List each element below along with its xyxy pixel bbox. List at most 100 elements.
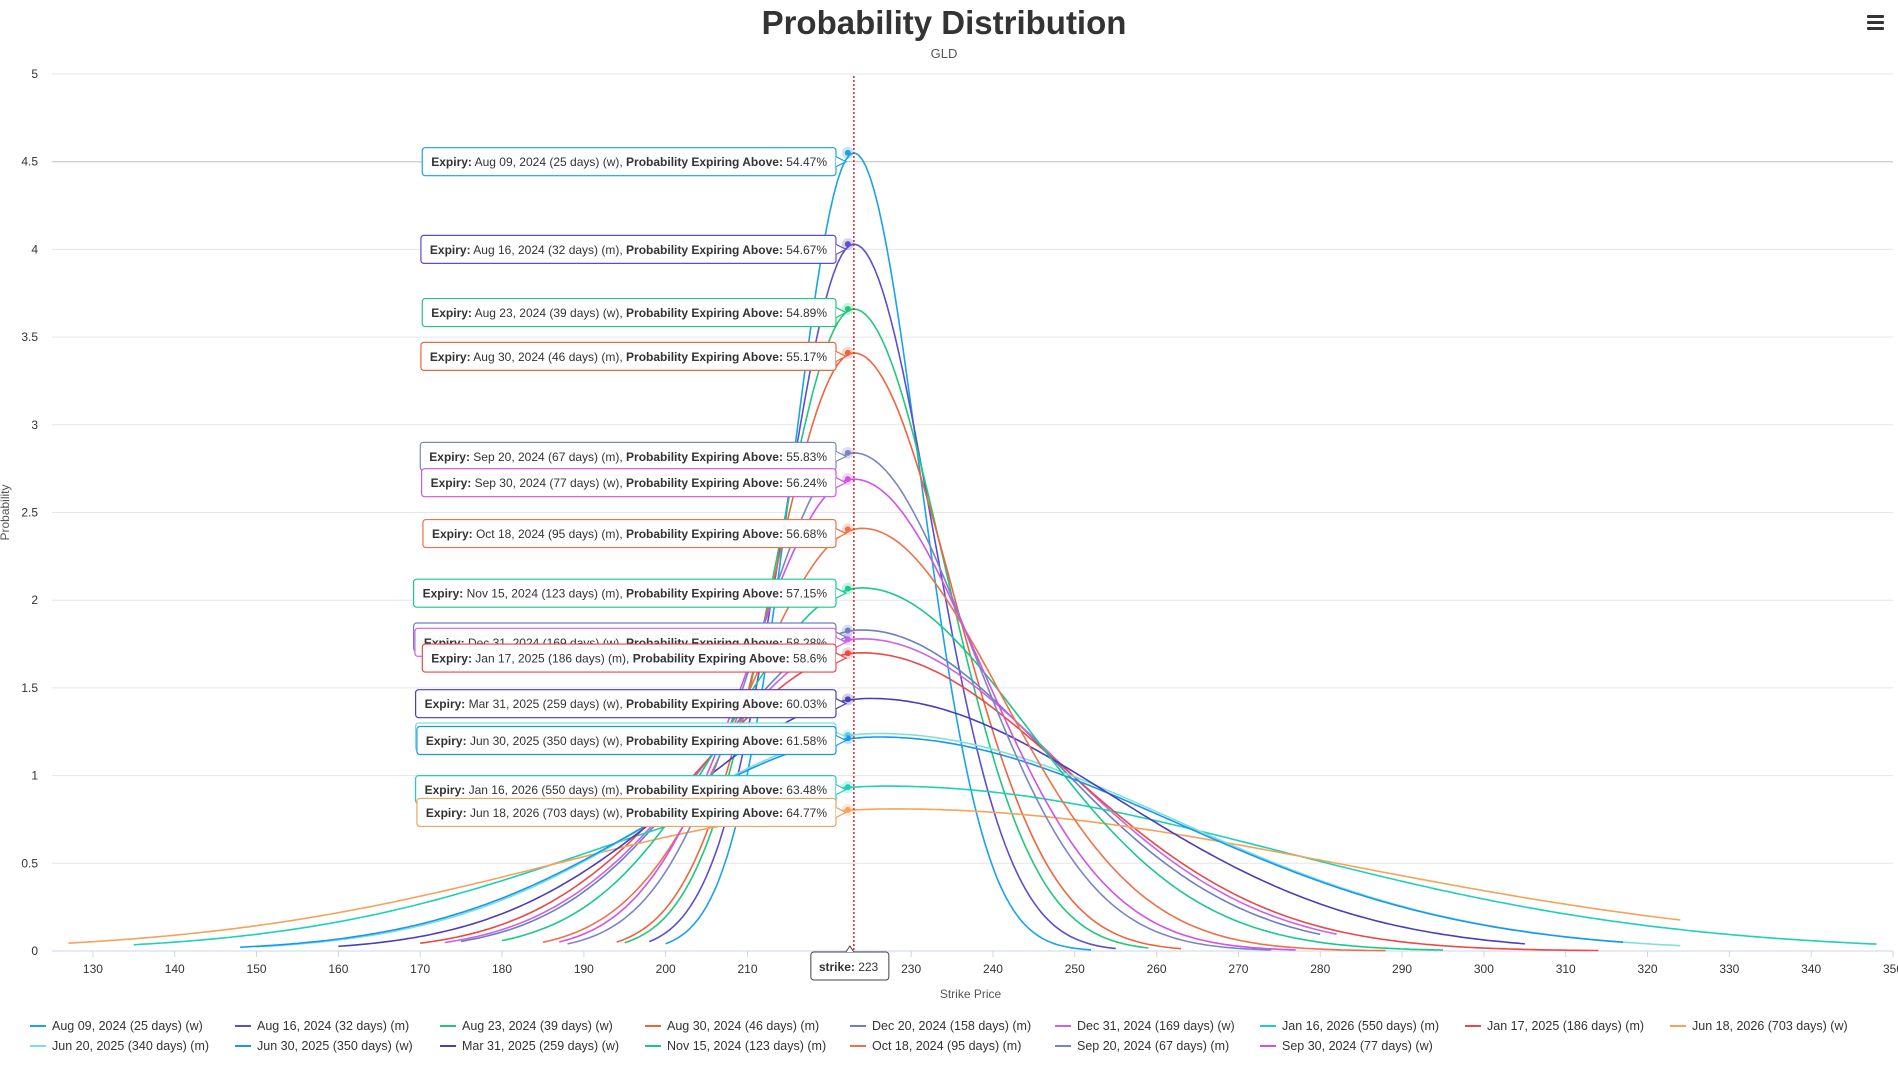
tooltip-arrow <box>835 243 848 255</box>
hover-marker <box>844 806 851 813</box>
chart-legend: Aug 09, 2024 (25 days) (w) Aug 16, 2024 (… <box>30 1016 1870 1056</box>
legend-item[interactable]: Jun 30, 2025 (350 days) (w) <box>235 1036 413 1056</box>
legend-item[interactable]: Dec 20, 2024 (158 days) (m) <box>850 1016 1031 1036</box>
tooltip-prob-value: 54.47% <box>783 155 827 169</box>
legend-item[interactable]: Oct 18, 2024 (95 days) (m) <box>850 1036 1021 1056</box>
legend-label: Sep 30, 2024 (77 days) (w) <box>1282 1039 1433 1053</box>
series-line <box>240 736 1624 948</box>
chart-subtitle: GLD <box>930 46 958 61</box>
legend-item[interactable]: Aug 16, 2024 (32 days) (m) <box>235 1016 409 1036</box>
series-line <box>567 452 1272 951</box>
series-tooltip: Expiry: Aug 23, 2024 (39 days) (w), Prob… <box>421 297 848 328</box>
tooltip-text: Expiry: Mar 31, 2025 (259 days) (w), Pro… <box>425 697 828 711</box>
tooltip-arrow <box>835 156 848 168</box>
tooltip-expiry-key: Expiry: <box>430 243 471 257</box>
y-tick-label: 2 <box>31 593 38 607</box>
legend-line-icon <box>645 1025 661 1027</box>
x-tick-label: 170 <box>410 962 430 976</box>
series-line <box>133 785 1877 946</box>
tooltip-text: Expiry: Aug 23, 2024 (39 days) (w), Prob… <box>431 306 827 320</box>
series-line <box>460 629 1321 943</box>
y-tick-label: 1.5 <box>21 681 38 695</box>
x-tick-label: 310 <box>1556 962 1576 976</box>
legend-item[interactable]: Nov 15, 2024 (123 days) (m) <box>645 1036 826 1056</box>
y-tick-label: 4.5 <box>21 155 38 169</box>
series-tooltip: Expiry: Jun 30, 2025 (350 days) (w), Pro… <box>416 725 848 756</box>
tooltip-expiry-value: Aug 16, 2024 (32 days) (m), <box>471 243 626 257</box>
tooltip-prob-key: Probability Expiring Above: <box>626 734 783 748</box>
hover-marker <box>844 696 851 703</box>
tooltip-arrow <box>835 350 848 362</box>
legend-line-icon <box>850 1025 866 1027</box>
tooltip-prob-key: Probability Expiring Above: <box>626 243 783 257</box>
x-tick-label: 160 <box>328 962 348 976</box>
legend-item[interactable]: Aug 09, 2024 (25 days) (w) <box>30 1016 203 1036</box>
tooltip-arrow <box>835 528 848 540</box>
tooltip-expiry-value: Jun 30, 2025 (350 days) (w), <box>467 734 626 748</box>
legend-label: Dec 31, 2024 (169 days) (w) <box>1077 1019 1235 1033</box>
hover-marker <box>844 149 851 156</box>
legend-item[interactable]: Sep 30, 2024 (77 days) (w) <box>1260 1036 1433 1056</box>
tooltip-text: Expiry: Nov 15, 2024 (123 days) (m), Pro… <box>423 587 828 601</box>
legend-line-icon <box>1055 1045 1071 1047</box>
legend-label: Jun 30, 2025 (350 days) (w) <box>257 1039 413 1053</box>
tooltip-prob-key: Probability Expiring Above: <box>626 450 783 464</box>
tooltip-arrow <box>835 477 848 489</box>
strike-crosshair-label: strike: 223 <box>810 945 890 981</box>
legend-label: Jan 16, 2026 (550 days) (m) <box>1282 1019 1440 1033</box>
legend-item[interactable]: Sep 20, 2024 (67 days) (m) <box>1055 1036 1229 1056</box>
tooltip-expiry-value: Jun 18, 2026 (703 days) (w), <box>467 806 626 820</box>
legend-label: Oct 18, 2024 (95 days) (m) <box>872 1039 1022 1053</box>
legend-item[interactable]: Dec 31, 2024 (169 days) (w) <box>1055 1016 1235 1036</box>
series-line <box>501 587 1444 951</box>
x-tick-label: 300 <box>1474 962 1494 976</box>
tooltip-arrow <box>835 698 848 710</box>
legend-line-icon <box>850 1045 866 1047</box>
legend-item[interactable]: Mar 31, 2025 (259 days) (w) <box>440 1036 619 1056</box>
y-axis-title: Probability <box>0 484 12 540</box>
y-tick-label: 4 <box>31 242 38 256</box>
series-tooltip: Expiry: Mar 31, 2025 (259 days) (w), Pro… <box>415 689 848 719</box>
tooltip-prob-value: 54.89% <box>783 306 827 320</box>
tooltip-prob-key: Probability Expiring Above: <box>626 350 783 364</box>
hover-marker <box>844 449 851 456</box>
x-tick-label: 240 <box>983 962 1003 976</box>
legend-item[interactable]: Jun 20, 2025 (340 days) (m) <box>30 1036 209 1056</box>
legend-label: Aug 16, 2024 (32 days) (m) <box>257 1019 410 1033</box>
x-tick-label: 350 <box>1883 962 1898 976</box>
tooltip-expiry-value: Nov 15, 2024 (123 days) (m), <box>463 587 626 601</box>
series-tooltip: Expiry: Sep 20, 2024 (67 days) (m), Prob… <box>419 441 848 471</box>
tooltip-prob-key: Probability Expiring Above: <box>626 527 783 541</box>
legend-item[interactable]: Jun 18, 2026 (703 days) (w) <box>1670 1016 1848 1036</box>
crosshair-label-text: strike: 223 <box>819 960 879 974</box>
legend-item[interactable]: Aug 30, 2024 (46 days) (m) <box>645 1016 819 1036</box>
hamburger-menu-icon[interactable] <box>1862 10 1888 36</box>
x-tick-label: 200 <box>656 962 676 976</box>
tooltip-expiry-value: Jan 17, 2025 (186 days) (m), <box>472 652 633 666</box>
x-tick-label: 290 <box>1392 962 1412 976</box>
legend-label: Dec 20, 2024 (158 days) (m) <box>872 1019 1032 1033</box>
tooltip-arrow <box>835 806 848 818</box>
tooltip-arrow <box>835 307 848 319</box>
series-tooltip: Expiry: Nov 15, 2024 (123 days) (m), Pro… <box>412 578 848 608</box>
crosshair-label-value: 223 <box>855 960 879 974</box>
legend-item[interactable]: Jan 17, 2025 (186 days) (m) <box>1465 1016 1644 1036</box>
tooltip-expiry-value: Aug 09, 2024 (25 days) (w), <box>472 155 626 169</box>
tooltip-arrow <box>835 587 848 599</box>
series-line <box>68 808 1681 944</box>
series-tooltip: Expiry: Aug 09, 2024 (25 days) (w), Prob… <box>421 147 848 177</box>
legend-item[interactable]: Jan 16, 2026 (550 days) (m) <box>1260 1016 1439 1036</box>
legend-label: Aug 30, 2024 (46 days) (m) <box>667 1019 820 1033</box>
legend-label: Sep 20, 2024 (67 days) (m) <box>1077 1039 1230 1053</box>
tooltip-expiry-key: Expiry: <box>426 734 467 748</box>
x-tick-label: 140 <box>165 962 185 976</box>
hover-marker <box>844 650 851 657</box>
series-tooltip: Expiry: Sep 30, 2024 (77 days) (w), Prob… <box>420 468 848 498</box>
tooltip-text: Expiry: Jun 18, 2026 (703 days) (w), Pro… <box>426 806 827 820</box>
tooltip-text: Expiry: Jun 30, 2025 (350 days) (w), Pro… <box>426 734 827 748</box>
tooltip-expiry-value: Sep 30, 2024 (77 days) (w), <box>471 476 626 490</box>
hover-marker <box>844 627 851 634</box>
x-tick-label: 320 <box>1638 962 1658 976</box>
legend-item[interactable]: Aug 23, 2024 (39 days) (w) <box>440 1016 613 1036</box>
